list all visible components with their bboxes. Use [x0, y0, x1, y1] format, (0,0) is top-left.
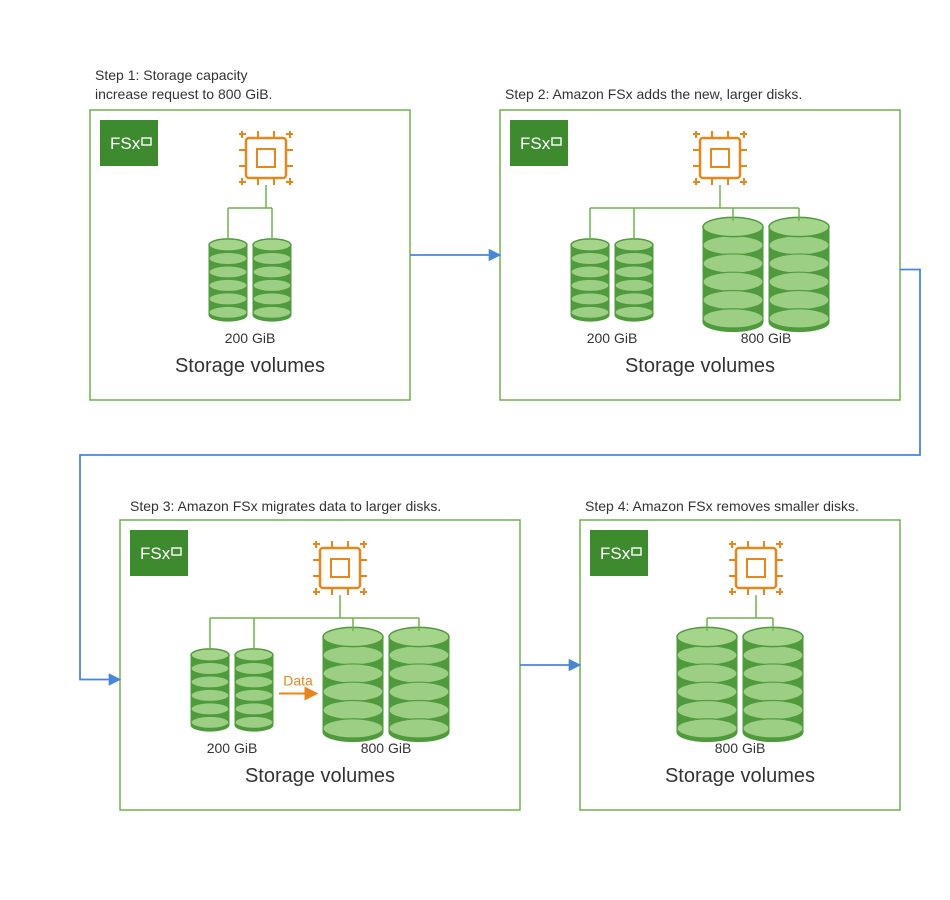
fsx-badge-label: FSx: [110, 134, 141, 153]
panel-step4: FSx 800 GiB Storage volumes: [580, 520, 900, 810]
disk-large: [323, 627, 383, 741]
disk-small: [253, 239, 291, 321]
panel-step1: FSx 200 GiB Storage volumes: [90, 110, 410, 400]
disk-size-label: 800 GiB: [361, 740, 412, 756]
disk-size-label: 200 GiB: [587, 330, 638, 346]
disk-size-label: 800 GiB: [715, 740, 766, 756]
step4-title: Step 4: Amazon FSx removes smaller disks…: [585, 497, 945, 516]
storage-volumes-label: Storage volumes: [665, 765, 815, 787]
storage-volumes-label: Storage volumes: [625, 355, 775, 377]
disk-size-label: 200 GiB: [225, 330, 276, 346]
disk-small: [191, 649, 229, 731]
panel-step2: FSx 200 GiB 800 GiB Storage volumes: [500, 110, 900, 400]
fsx-badge-label: FSx: [140, 544, 171, 563]
step3-title: Step 3: Amazon FSx migrates data to larg…: [130, 497, 550, 516]
disk-large: [389, 627, 449, 741]
data-label: Data: [283, 673, 313, 689]
disk-small: [571, 239, 609, 321]
disk-large: [703, 217, 763, 331]
disk-small: [209, 239, 247, 321]
storage-volumes-label: Storage volumes: [175, 355, 325, 377]
disk-small: [615, 239, 653, 321]
fsx-badge: FSx: [100, 120, 158, 166]
step2-title: Step 2: Amazon FSx adds the new, larger …: [505, 85, 925, 104]
disk-large: [769, 217, 829, 331]
panel-step3: FSx 200 GiB 800 GiB Storage volumes Data: [120, 520, 520, 810]
fsx-badge-label: FSx: [520, 134, 551, 153]
fsx-badge-label: FSx: [600, 544, 631, 563]
fsx-badge: FSx: [510, 120, 568, 166]
fsx-badge: FSx: [590, 530, 648, 576]
fsx-badge: FSx: [130, 530, 188, 576]
fsx-storage-diagram: FSx 200 GiB Storage volumes FSx 200 GiB 800 G…: [0, 0, 950, 900]
disk-small: [235, 649, 273, 731]
storage-volumes-label: Storage volumes: [245, 765, 395, 787]
disk-large: [743, 627, 803, 741]
disk-size-label: 200 GiB: [207, 740, 258, 756]
disk-large: [677, 627, 737, 741]
step1-title: Step 1: Storage capacity increase reques…: [95, 66, 395, 104]
disk-size-label: 800 GiB: [741, 330, 792, 346]
